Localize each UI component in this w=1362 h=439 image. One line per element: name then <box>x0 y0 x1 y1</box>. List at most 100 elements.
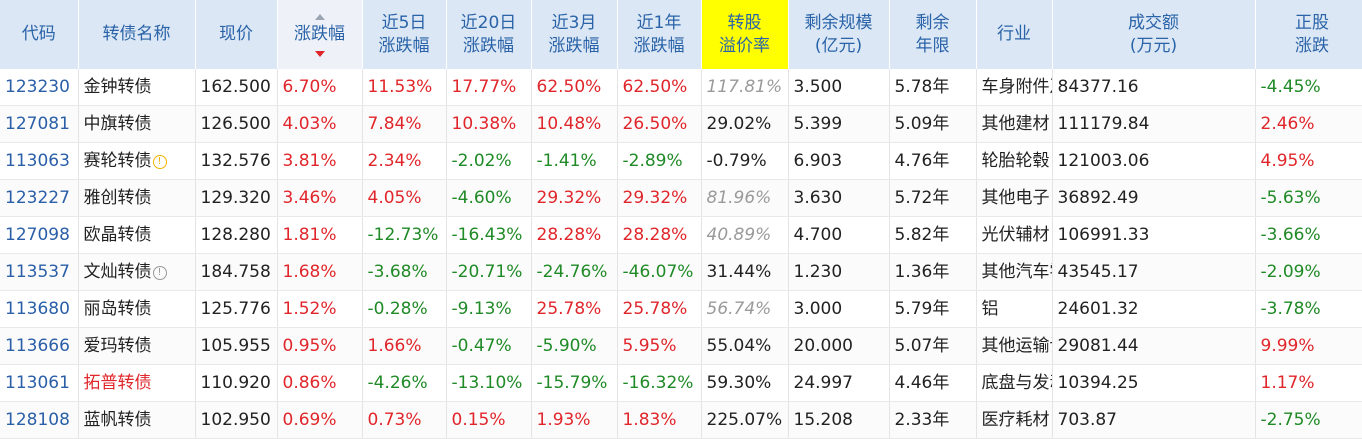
cell-name[interactable]: 蓝帆转债 <box>78 401 196 439</box>
cell-scale: 3.500 <box>788 69 890 106</box>
cell-term: 5.09年 <box>889 105 977 143</box>
cell-scale: 20.000 <box>788 327 890 365</box>
cell-stock-change: -4.45% <box>1255 69 1362 106</box>
cell-volume: 111179.84 <box>1052 105 1256 143</box>
cell-name[interactable]: 文灿转债! <box>78 253 196 291</box>
header-term[interactable]: 剩余 年限 <box>889 0 977 69</box>
cell-name[interactable]: 丽岛转债 <box>78 290 196 328</box>
cell-term: 5.07年 <box>889 327 977 365</box>
cell-volume: 10394.25 <box>1052 364 1256 402</box>
header-premium[interactable]: 转股 溢价率 <box>701 0 789 69</box>
cell-name[interactable]: 拓普转债 <box>78 364 196 402</box>
cell-code[interactable]: 113063 <box>0 142 79 180</box>
cell-volume: 36892.49 <box>1052 179 1256 217</box>
table-row[interactable]: 123227 雅创转债 129.320 3.46% 4.05% -4.60% 29.32% 2… <box>0 179 1362 217</box>
header-stock-change[interactable]: 正股 涨跌 <box>1255 0 1362 69</box>
cell-industry[interactable]: 其他电子 <box>976 179 1053 217</box>
cell-term: 5.82年 <box>889 216 977 254</box>
cell-chg1y: 62.50% <box>617 69 702 106</box>
table-row[interactable]: 113537 文灿转债! 184.758 1.68% -3.68% -20.71% -24.… <box>0 253 1362 291</box>
header-industry[interactable]: 行业 <box>976 0 1053 69</box>
cell-scale: 3.000 <box>788 290 890 328</box>
warning-circle-gray-icon[interactable]: ! <box>152 266 167 280</box>
cell-chg3m: 10.48% <box>531 105 618 143</box>
cell-chg20: -4.60% <box>446 179 532 217</box>
cell-chg20: 17.77% <box>446 69 532 106</box>
cell-term: 2.33年 <box>889 401 977 439</box>
cell-premium: -0.79% <box>701 142 789 180</box>
header-name[interactable]: 转债名称 <box>78 0 196 69</box>
cell-industry[interactable]: 轮胎轮毂 <box>976 142 1053 180</box>
cell-premium: 55.04% <box>701 327 789 365</box>
cell-chg5: 0.73% <box>362 401 447 439</box>
table-row[interactable]: 113666 爱玛转债 105.955 0.95% 1.66% -0.47% -5.90% 5… <box>0 327 1362 365</box>
cell-code[interactable]: 127098 <box>0 216 79 254</box>
table-row[interactable]: 128108 蓝帆转债 102.950 0.69% 0.73% 0.15% 1.93% 1.8… <box>0 401 1362 439</box>
cell-change: 1.81% <box>277 216 363 254</box>
cell-chg20: -20.71% <box>446 253 532 291</box>
cell-industry[interactable]: 医疗耗材 <box>976 401 1053 439</box>
cell-volume: 24601.32 <box>1052 290 1256 328</box>
header-change[interactable]: 涨跌幅 <box>277 0 363 69</box>
warning-circle-yellow-icon[interactable]: ! <box>152 155 167 169</box>
table-row[interactable]: 113063 赛轮转债! 132.576 3.81% 2.34% -2.02% -1.41%… <box>0 142 1362 180</box>
cell-chg20: 0.15% <box>446 401 532 439</box>
cell-chg5: 2.34% <box>362 142 447 180</box>
cell-industry[interactable]: 其他运输设备 <box>976 327 1053 365</box>
cell-premium: 29.02% <box>701 105 789 143</box>
cell-premium: 56.74% <box>701 290 789 328</box>
cell-code[interactable]: 128108 <box>0 401 79 439</box>
header-volume[interactable]: 成交额 (万元) <box>1052 0 1256 69</box>
cell-chg3m: 28.28% <box>531 216 618 254</box>
table-row[interactable]: 113680 丽岛转债 125.776 1.52% -0.28% -9.13% 25.78%… <box>0 290 1362 328</box>
cell-term: 1.36年 <box>889 253 977 291</box>
cell-code[interactable]: 127081 <box>0 105 79 143</box>
cell-name[interactable]: 赛轮转债! <box>78 142 196 180</box>
cell-premium: 31.44% <box>701 253 789 291</box>
cell-scale: 24.997 <box>788 364 890 402</box>
cell-name[interactable]: 金钟转债 <box>78 69 196 106</box>
cell-term: 5.72年 <box>889 179 977 217</box>
cell-name[interactable]: 爱玛转债 <box>78 327 196 365</box>
table-row[interactable]: 127081 中旗转债 126.500 4.03% 7.84% 10.38% 10.48% 2… <box>0 105 1362 143</box>
header-chg20[interactable]: 近20日 涨跌幅 <box>446 0 532 69</box>
cell-premium: 59.30% <box>701 364 789 402</box>
cell-chg5: 1.66% <box>362 327 447 365</box>
cell-chg5: 7.84% <box>362 105 447 143</box>
cell-stock-change: -2.09% <box>1255 253 1362 291</box>
header-chg3m[interactable]: 近3月 涨跌幅 <box>531 0 618 69</box>
cell-industry[interactable]: 铝 <box>976 290 1053 328</box>
cell-chg1y: -16.32% <box>617 364 702 402</box>
table-row[interactable]: 113061 拓普转债 110.920 0.86% -4.26% -13.10% -15.7… <box>0 364 1362 402</box>
cell-chg1y: 25.78% <box>617 290 702 328</box>
cell-code[interactable]: 113666 <box>0 327 79 365</box>
cell-code[interactable]: 113680 <box>0 290 79 328</box>
cell-stock-change: 1.17% <box>1255 364 1362 402</box>
cell-code[interactable]: 113061 <box>0 364 79 402</box>
cell-name[interactable]: 中旗转债 <box>78 105 196 143</box>
cell-industry[interactable]: 光伏辅材 <box>976 216 1053 254</box>
table-row[interactable]: 127098 欧晶转债 128.280 1.81% -12.73% -16.43% 28.2… <box>0 216 1362 254</box>
header-chg5[interactable]: 近5日 涨跌幅 <box>362 0 447 69</box>
cell-code[interactable]: 113537 <box>0 253 79 291</box>
cell-industry[interactable]: 其他汽车零部件 <box>976 253 1053 291</box>
cell-chg20: -2.02% <box>446 142 532 180</box>
cell-code[interactable]: 123230 <box>0 69 79 106</box>
header-scale[interactable]: 剩余规模 (亿元) <box>788 0 890 69</box>
cell-code[interactable]: 123227 <box>0 179 79 217</box>
table-row[interactable]: 123230 金钟转债 162.500 6.70% 11.53% 17.77% 62.50%… <box>0 69 1362 106</box>
header-chg1y[interactable]: 近1年 涨跌幅 <box>617 0 702 69</box>
cell-industry[interactable]: 车身附件及饰件 <box>976 69 1053 106</box>
cell-stock-change: -5.63% <box>1255 179 1362 217</box>
cell-change: 0.69% <box>277 401 363 439</box>
cell-name[interactable]: 欧晶转债 <box>78 216 196 254</box>
cell-chg5: -4.26% <box>362 364 447 402</box>
cell-chg1y: 5.95% <box>617 327 702 365</box>
sort-ascending-icon <box>314 14 325 20</box>
header-code[interactable]: 代码 <box>0 0 79 69</box>
cell-industry[interactable]: 其他建材 <box>976 105 1053 143</box>
cell-name[interactable]: 雅创转债 <box>78 179 196 217</box>
cell-industry[interactable]: 底盘与发动机系统 <box>976 364 1053 402</box>
cell-chg5: 11.53% <box>362 69 447 106</box>
header-price[interactable]: 现价 <box>195 0 278 69</box>
